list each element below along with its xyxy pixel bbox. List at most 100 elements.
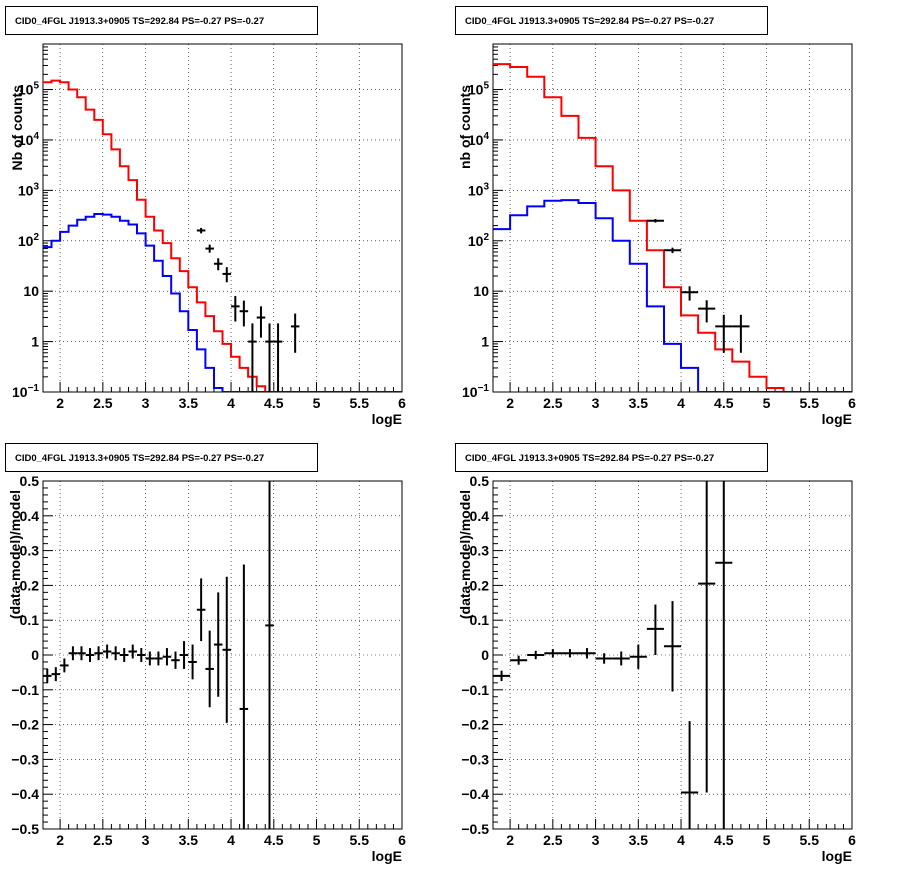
panel-4-point [646, 604, 664, 655]
panel-3-title-box [5, 443, 318, 472]
panel-3-point [154, 651, 163, 666]
panel-4-x-tick-label: 4 [677, 832, 685, 848]
panel-1-point [290, 313, 300, 353]
panel-3: CID0_4FGL J1913.3+0905 TS=292.84 PS=-0.2… [5, 443, 406, 864]
panel-3-point [145, 651, 155, 666]
panel-3-y-axis-label: (data-model)/model [7, 490, 23, 619]
panel-3-title: CID0_4FGL J1913.3+0905 TS=292.84 PS=-0.2… [15, 453, 264, 464]
panel-4-point [663, 601, 682, 692]
panel-2-x-axis-label: logE [822, 411, 852, 427]
panel-2-x-tick-label: 3.5 [629, 395, 649, 411]
panel-3-frame [42, 480, 403, 830]
panel-3-y-tick-label: 0.5 [20, 473, 40, 489]
panel-3-point [179, 641, 189, 669]
panel-2-y-axis-label: nb of counts [457, 85, 473, 169]
panel-2-y-tick-label: 1 [481, 334, 489, 350]
panel-3-y-tick-label: −0.3 [11, 751, 39, 767]
panel-2-series-1-line [493, 63, 852, 392]
panel-3-data [43, 481, 274, 829]
panel-3-point [205, 630, 214, 708]
panel-1-title-box [5, 6, 318, 35]
panel-1-x-tick-label: 4 [227, 395, 235, 411]
panel-1-point [273, 323, 283, 392]
panel-3-x-tick-label: 3.5 [179, 832, 199, 848]
panel-4-point [698, 481, 716, 793]
panel-1-y-axis-label: Nb of counts [9, 85, 25, 171]
panel-3-point [265, 481, 274, 829]
panel-1-point [265, 323, 274, 392]
panel-2-x-tick-label: 2 [506, 395, 514, 411]
panel-4-y-tick-label: −0.1 [461, 682, 489, 698]
panel-4-y-tick-label: 0.3 [470, 543, 490, 559]
panel-3-point [85, 648, 95, 662]
panel-2-title: CID0_4FGL J1913.3+0905 TS=292.84 PS=-0.2… [465, 16, 714, 27]
panel-1-point [239, 300, 249, 327]
panel-3-x-tick-label: 4.5 [264, 832, 284, 848]
panel-2-x-tick-label: 4 [677, 395, 685, 411]
panel-1-y-tick-label: 1 [31, 334, 39, 350]
panel-1-y-tick-label: 10 [23, 283, 39, 299]
panel-4-point [629, 644, 647, 669]
panel-1-x-tick-label: 2.5 [93, 395, 113, 411]
panel-2-y-tick-label: 104 [468, 131, 490, 148]
panel-1-point [248, 323, 257, 392]
panel-3-point [188, 644, 197, 680]
panel-3-point [171, 651, 180, 669]
panel-3-point [196, 578, 206, 642]
panel-2-frame [492, 43, 853, 393]
panel-2-x-tick-label: 4.5 [714, 395, 734, 411]
panel-4-y-tick-label: −0.3 [461, 751, 489, 767]
panel-2-x-tick-label: 3 [592, 395, 600, 411]
panel-3-y-tick-label: 0 [31, 647, 39, 663]
panel-4-point [578, 648, 596, 659]
panel-1: CID0_4FGL J1913.3+0905 TS=292.84 PS=-0.2… [5, 6, 406, 427]
panel-2-point [681, 286, 699, 301]
panel-2-point [663, 247, 682, 254]
panel-4-point [561, 649, 579, 658]
panel-1-title: CID0_4FGL J1913.3+0905 TS=292.84 PS=-0.2… [15, 16, 264, 27]
panel-4-x-axis-label: logE [822, 848, 852, 864]
panel-2-x-tick-label: 5 [763, 395, 771, 411]
panel-1-y-tick-label: 105 [18, 81, 40, 98]
panel-3-y-tick-label: 0.2 [20, 577, 40, 593]
panel-2-y-tick-label: 10−1 [462, 383, 489, 400]
panel-4: CID0_4FGL J1913.3+0905 TS=292.84 PS=-0.2… [455, 443, 856, 864]
panel-4-point [715, 481, 733, 829]
panel-3-x-tick-label: 4 [227, 832, 235, 848]
panel-1-x-tick-label: 4.5 [264, 395, 284, 411]
panel-4-x-tick-label: 2.5 [543, 832, 563, 848]
panel-3-y-tick-label: 0.3 [20, 543, 40, 559]
panel-3-x-tick-label: 2.5 [93, 832, 113, 848]
panel-4-title: CID0_4FGL J1913.3+0905 TS=292.84 PS=-0.2… [465, 453, 714, 464]
panel-3-point [51, 667, 61, 682]
panel-2: CID0_4FGL J1913.3+0905 TS=292.84 PS=-0.2… [455, 6, 856, 427]
panel-1-x-tick-label: 3 [142, 395, 150, 411]
panel-4-point [612, 651, 630, 666]
panel-4-y-axis-label: (data-model)/model [457, 490, 473, 619]
panel-3-point [162, 648, 172, 666]
panel-3-point [77, 646, 86, 661]
panel-3-point [60, 658, 69, 673]
panel-4-point [493, 670, 511, 682]
panel-4-point [510, 655, 528, 665]
panel-3-point [94, 646, 103, 661]
panel-3-point [119, 648, 129, 662]
panel-3-point [222, 576, 232, 723]
panel-1-x-tick-label: 5 [313, 395, 321, 411]
panel-2-grid [493, 44, 852, 392]
panel-3-y-tick-label: 0.1 [20, 612, 40, 628]
panel-3-x-tick-label: 5 [313, 832, 321, 848]
panel-4-x-tick-label: 6 [848, 832, 856, 848]
panel-3-y-tick-label: −0.1 [11, 682, 39, 698]
panel-1-x-tick-label: 6 [398, 395, 406, 411]
panel-2-y-tick-label: 102 [468, 232, 490, 249]
panel-4-x-tick-label: 5 [763, 832, 771, 848]
panel-4-y-tick-label: 0.4 [470, 508, 490, 524]
panel-4-y-tick-label: −0.4 [461, 786, 489, 802]
panel-4-ticks [493, 480, 853, 830]
panel-3-y-tick-label: 0.4 [20, 508, 40, 524]
panel-3-y-tick-label: −0.5 [11, 821, 39, 837]
panel-3-x-tick-label: 3 [142, 832, 150, 848]
panel-3-y-tick-label: −0.2 [11, 717, 39, 733]
